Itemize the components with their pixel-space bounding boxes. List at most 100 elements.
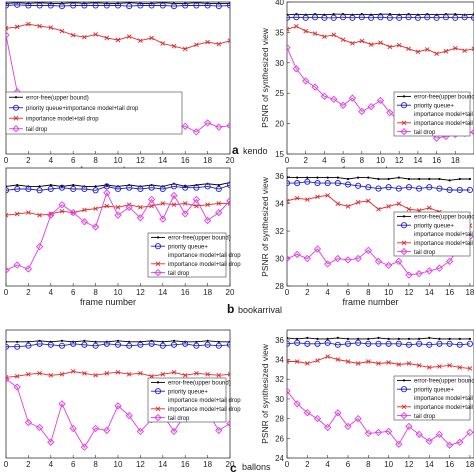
x-tick-label: 4 xyxy=(49,288,54,297)
data-point xyxy=(114,341,122,348)
data-point xyxy=(203,119,212,127)
data-point xyxy=(70,369,76,374)
data-point xyxy=(70,2,77,9)
data-point xyxy=(438,177,441,181)
data-point xyxy=(204,2,211,9)
data-point xyxy=(315,358,320,363)
data-point xyxy=(354,414,362,423)
data-point xyxy=(14,24,20,30)
data-point xyxy=(160,371,166,377)
data-point xyxy=(426,205,432,211)
data-point xyxy=(340,37,346,43)
data-point xyxy=(447,363,452,368)
data-point xyxy=(91,424,100,433)
chart-c-left: 0 2 4 6 8 10 12 14 16 18 20 error-free(upper bound)… xyxy=(4,329,241,469)
data-point xyxy=(359,38,365,44)
data-point xyxy=(434,51,439,56)
x-tick-label: 14 xyxy=(158,288,167,297)
data-point xyxy=(25,342,32,349)
x-tick-label: 14 xyxy=(413,156,422,165)
x-tick-label: 0 xyxy=(4,156,9,165)
data-point xyxy=(446,340,453,347)
data-point xyxy=(114,402,122,410)
data-point xyxy=(6,340,8,343)
data-point xyxy=(114,211,122,219)
x-tick-label: 6 xyxy=(71,460,76,469)
legend-entry: importance model+tail drop xyxy=(168,253,241,259)
data-point xyxy=(6,343,10,350)
series-line xyxy=(6,191,230,271)
data-point xyxy=(161,340,164,343)
data-point xyxy=(435,264,444,272)
data-point xyxy=(377,14,384,21)
x-tick-label: 2 xyxy=(26,460,31,469)
series-layer xyxy=(6,181,230,274)
data-point xyxy=(138,205,143,210)
data-point xyxy=(195,340,198,343)
data-point xyxy=(471,46,474,52)
data-point xyxy=(103,426,111,435)
data-point xyxy=(138,38,143,44)
data-point xyxy=(320,92,329,100)
data-point xyxy=(114,185,122,193)
data-point xyxy=(435,430,444,439)
data-point xyxy=(126,3,133,10)
data-point xyxy=(294,359,300,364)
data-point xyxy=(217,183,220,187)
data-point xyxy=(368,14,375,21)
data-point xyxy=(470,128,474,136)
data-point xyxy=(324,339,331,346)
data-point xyxy=(83,339,86,342)
data-point xyxy=(149,35,154,41)
data-point xyxy=(93,372,98,378)
data-point xyxy=(215,3,222,10)
data-point xyxy=(466,186,473,194)
data-point xyxy=(287,180,291,187)
data-point xyxy=(149,203,154,209)
data-point xyxy=(126,371,132,377)
data-point xyxy=(407,337,411,340)
x-tick-label: 6 xyxy=(346,288,351,297)
x-tick-label: 14 xyxy=(158,460,167,469)
legend-marker xyxy=(14,96,18,99)
row-name-kendo: kendo xyxy=(243,146,268,156)
data-point xyxy=(377,336,380,339)
data-point xyxy=(457,365,463,370)
data-point xyxy=(126,342,133,349)
legend-marker xyxy=(400,222,408,229)
data-point xyxy=(148,184,155,191)
data-point xyxy=(346,337,350,340)
data-point xyxy=(426,365,432,370)
data-point xyxy=(205,39,210,45)
data-point xyxy=(70,185,77,193)
data-point xyxy=(287,27,290,32)
y-tick-label: 40 xyxy=(275,0,284,7)
x-tick-label: 4 xyxy=(325,288,330,297)
x-tick-label: 0 xyxy=(4,460,9,469)
data-point xyxy=(395,185,402,192)
legend-entry: error-free(upper bound) xyxy=(414,215,474,221)
data-point xyxy=(364,246,372,254)
data-point xyxy=(443,48,449,54)
data-point xyxy=(294,195,300,201)
data-point xyxy=(24,265,33,273)
data-point xyxy=(387,337,390,340)
x-tick-label: 12 xyxy=(405,288,414,297)
data-point xyxy=(14,373,20,379)
data-point xyxy=(416,340,423,347)
x-tick-label: 8 xyxy=(366,460,371,469)
data-point xyxy=(6,187,10,194)
data-point xyxy=(331,32,337,38)
data-point xyxy=(304,340,311,347)
data-point xyxy=(344,256,352,264)
data-point xyxy=(93,32,98,37)
data-point xyxy=(365,184,372,191)
data-point xyxy=(182,340,189,347)
data-point xyxy=(47,438,55,446)
x-tick-label: 6 xyxy=(71,288,76,297)
data-point xyxy=(461,14,468,21)
data-point xyxy=(334,341,341,348)
data-point xyxy=(452,45,458,51)
data-point xyxy=(203,216,212,225)
